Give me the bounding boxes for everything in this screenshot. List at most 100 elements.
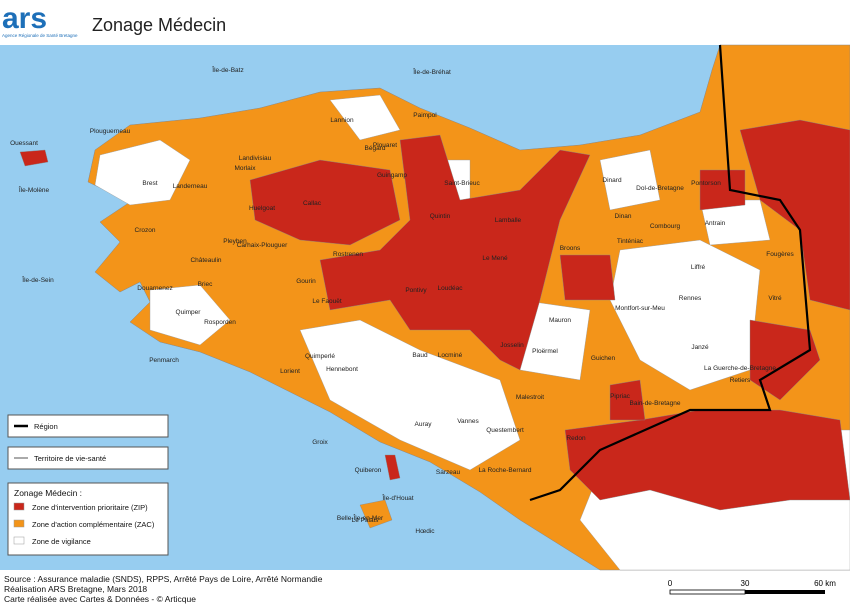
- place-label: Vannes: [457, 418, 479, 425]
- legend-label: Zone de vigilance: [32, 537, 91, 546]
- legend-box: [7, 446, 169, 470]
- place-label: Rostrenen: [333, 251, 363, 258]
- place-label: Gourin: [296, 278, 316, 285]
- legend: Région Territoire de vie-santé Zonage Mé…: [7, 414, 169, 556]
- place-label: Auray: [415, 421, 433, 428]
- place-label: Plouaret: [373, 142, 397, 149]
- place-label: Sarzeau: [436, 469, 461, 476]
- place-label: Paimpol: [413, 112, 437, 119]
- priority-zones: [19, 119, 850, 511]
- scale-label: 30: [741, 579, 750, 588]
- place-label: Crozon: [135, 227, 156, 234]
- belle-ile: [359, 499, 393, 529]
- legend-box: [7, 482, 169, 556]
- place-label: Landivisiau: [239, 155, 272, 162]
- legend-region: Région: [34, 422, 58, 431]
- place-label: Dinan: [615, 213, 632, 220]
- place-label: Montfort-sur-Meu: [615, 305, 665, 312]
- place-label: Rennes: [679, 295, 702, 302]
- legend-swatch: [13, 502, 25, 511]
- legend-swatch: [13, 519, 25, 528]
- logo: ars: [2, 2, 47, 35]
- map: [0, 44, 850, 571]
- place-label: Le Mené: [482, 255, 508, 262]
- place-label: Lorient: [280, 368, 300, 375]
- place-label: Île-de-Batz: [211, 65, 243, 74]
- place-label: Lamballe: [495, 217, 522, 224]
- legend-label: Zone d'intervention prioritaire (ZIP): [32, 503, 148, 512]
- place-label: Île-de-Bréhat: [412, 67, 451, 76]
- place-label: Landerneau: [173, 183, 208, 190]
- place-label: Bain-de-Bretagne: [630, 400, 681, 407]
- legend-label: Zone d'action complémentaire (ZAC): [32, 520, 155, 529]
- place-label: Briec: [198, 281, 214, 288]
- place-label: Bégard: [365, 145, 386, 152]
- place-label: Pleyben: [223, 238, 247, 245]
- place-label: Fougères: [766, 251, 794, 258]
- scale-segment: [745, 590, 825, 594]
- place-labels: Île-de-Batz Île-de-Bréhat Ouessant Île-Molè…: [10, 65, 794, 535]
- place-label: Callac: [303, 200, 322, 207]
- logo-subtitle: Agence Régionale de Santé Bretagne: [2, 33, 78, 38]
- region-border: [529, 44, 812, 502]
- scale-segment: [669, 589, 746, 595]
- place-label: Pontorson: [691, 180, 721, 187]
- place-label: Guichen: [591, 355, 616, 362]
- place-label: Antrain: [705, 220, 726, 227]
- place-label: Brest: [142, 180, 157, 187]
- legend-title: Zonage Médecin :: [14, 488, 82, 498]
- place-label: Hennebont: [326, 366, 358, 373]
- source-line: Réalisation ARS Bretagne, Mars 2018: [4, 584, 147, 594]
- place-label: Loudéac: [438, 285, 464, 292]
- place-label: Broons: [560, 245, 581, 252]
- place-label: Mauron: [549, 317, 571, 324]
- place-label: Hœdic: [415, 528, 435, 535]
- place-label: Douarnenez: [137, 285, 172, 292]
- place-label: Île-Molène: [18, 185, 50, 194]
- place-label: Quiberon: [355, 467, 382, 474]
- place-label: La Roche-Bernard: [478, 467, 531, 474]
- place-label: Josselin: [500, 342, 524, 349]
- place-label: Ploërmel: [532, 348, 558, 355]
- legend-territory: Territoire de vie-santé: [34, 454, 106, 463]
- place-label: Châteaulin: [190, 257, 221, 264]
- place-label: La Guerche-de-Bretagne: [704, 365, 776, 372]
- place-label: Vitré: [768, 295, 782, 302]
- place-label: Île-d'Houat: [381, 493, 413, 502]
- place-label: Huelgoat: [249, 205, 275, 212]
- place-label: Quimper: [176, 309, 202, 316]
- place-label: Groix: [312, 439, 328, 446]
- place-label: Questembert: [486, 427, 524, 434]
- scale-bar: 0 30 60 km: [668, 579, 836, 595]
- place-label: Penmarch: [149, 357, 179, 364]
- place-label: Quimperlé: [305, 353, 335, 360]
- source-line: Source : Assurance maladie (SNDS), RPPS,…: [4, 574, 323, 584]
- place-label: Plouguerneau: [90, 128, 131, 135]
- title: Zonage Médecin: [92, 15, 226, 35]
- place-label: Baud: [412, 352, 428, 359]
- place-label: Pontivy: [405, 287, 427, 294]
- place-label: Ouessant: [10, 140, 38, 147]
- place-label: Guingamp: [377, 172, 407, 179]
- source-line: Carte réalisée avec Cartes & Données - ©…: [4, 594, 196, 604]
- place-label: Liffré: [691, 264, 706, 271]
- scale-label: 0: [668, 579, 673, 588]
- legend-box: [7, 414, 169, 438]
- place-label: Belle-Île-en-Mer: [337, 513, 384, 522]
- place-label: Dinard: [602, 177, 622, 184]
- legend-swatch: [13, 536, 25, 545]
- place-label: Pipriac: [610, 393, 631, 400]
- place-label: Le Palais: [352, 517, 379, 524]
- place-label: Locminé: [438, 352, 463, 359]
- place-label: Lannion: [330, 117, 354, 124]
- place-label: Île-de-Sein: [21, 275, 54, 284]
- place-label: Rosporden: [204, 319, 236, 326]
- place-label: Redon: [566, 435, 586, 442]
- place-label: Retiers: [730, 377, 751, 384]
- place-label: Tinténiac: [617, 238, 644, 245]
- legend-items: Zone d'intervention prioritaire (ZIP) Zon…: [13, 502, 155, 546]
- place-label: Morlaix: [235, 165, 257, 172]
- source: Source : Assurance maladie (SNDS), RPPS,…: [4, 574, 323, 604]
- place-label: Janzé: [691, 344, 709, 351]
